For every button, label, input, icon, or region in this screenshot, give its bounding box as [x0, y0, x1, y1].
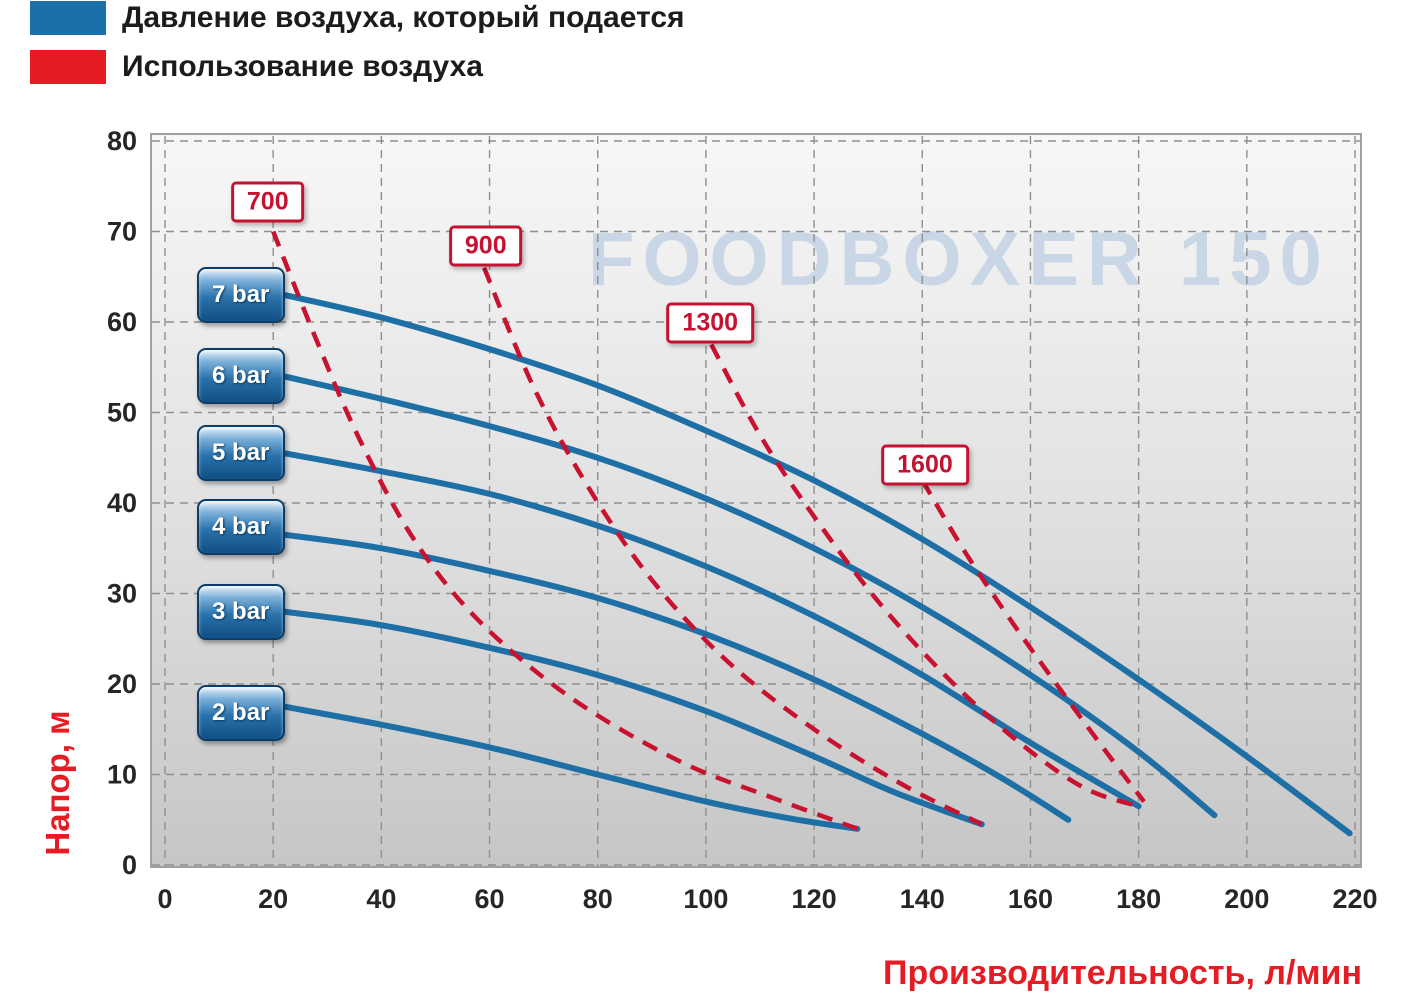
air-color-swatch — [30, 50, 106, 84]
x-tick-label: 0 — [157, 884, 172, 914]
legend: Давление воздуха, который подается Испол… — [30, 0, 685, 98]
curves — [271, 230, 1353, 837]
y-tick-label: 50 — [107, 398, 137, 428]
x-tick-label: 160 — [1008, 884, 1053, 914]
y-tick-label: 60 — [107, 307, 137, 337]
x-tick-label: 140 — [900, 884, 945, 914]
gridlines — [152, 136, 1360, 866]
air-consumption-curve-700 — [271, 230, 859, 831]
pressure-curve-7-bar — [281, 291, 1353, 837]
pressure-curve-2-bar — [281, 703, 861, 832]
x-tick-label: 60 — [475, 884, 505, 914]
legend-item-pressure: Давление воздуха, который подается — [30, 0, 685, 36]
pressure-curve-3-bar — [281, 608, 985, 828]
x-tick-label: 80 — [583, 884, 613, 914]
y-axis-label: Напор, м — [39, 710, 76, 856]
x-tick-label: 200 — [1224, 884, 1269, 914]
air-consumption-curve-1600 — [920, 479, 1146, 803]
y-tick-label: 70 — [107, 217, 137, 247]
y-tick-label: 20 — [107, 669, 137, 699]
y-tick-label: 40 — [107, 488, 137, 518]
air-consumption-curve-1300 — [709, 343, 1140, 809]
air-consumption-curve-900 — [482, 266, 983, 827]
x-tick-label: 220 — [1332, 884, 1377, 914]
y-tick-label: 10 — [107, 760, 137, 790]
pressure-curve-6-bar — [281, 373, 1218, 819]
x-tick-label: 100 — [683, 884, 728, 914]
y-tick-label: 80 — [107, 126, 137, 156]
plot-area — [150, 133, 1362, 868]
pressure-curve-4-bar — [281, 531, 1072, 823]
y-tick-label: 0 — [122, 850, 137, 880]
x-axis-label: Производительность, л/мин — [883, 954, 1362, 992]
x-tick-label: 180 — [1116, 884, 1161, 914]
y-tick-label: 30 — [107, 579, 137, 609]
tick-labels: 0 20 40 60 80 100 120 140 160 180 200 220 0 10 20 30 40 5… — [107, 126, 1378, 914]
x-tick-label: 120 — [792, 884, 837, 914]
x-tick-label: 40 — [366, 884, 396, 914]
legend-item-air: Использование воздуха — [30, 49, 685, 85]
legend-label-air: Использование воздуха — [122, 50, 483, 83]
pressure-curve-5-bar — [281, 450, 1142, 810]
pressure-color-swatch — [30, 1, 106, 35]
x-tick-label: 20 — [258, 884, 288, 914]
legend-label-pressure: Давление воздуха, который подается — [122, 1, 685, 34]
